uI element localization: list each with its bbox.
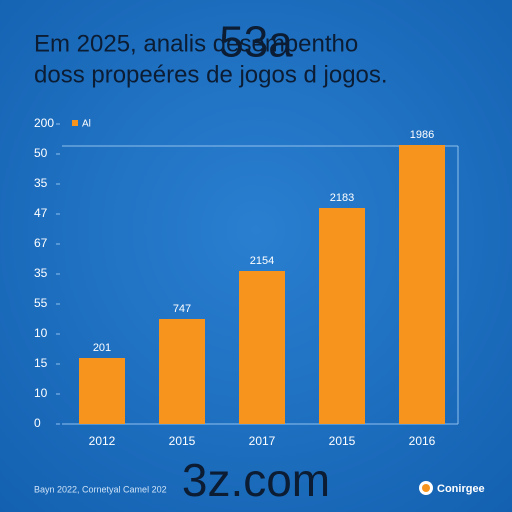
y-tick-label: 50 [34,146,48,160]
legend-swatch [72,120,78,126]
footer-right: Conirgee [437,483,485,495]
bar-text: 747 [173,303,191,315]
bar [159,319,205,424]
footer-left: Bayn 2022, Cornetyal Camel 202 [34,484,167,494]
legend-label: Al [82,119,91,130]
watermark: 3z.com [182,454,330,506]
bar [399,145,445,424]
y-tick-label: 47 [34,206,48,220]
y-tick-label: 10 [34,326,48,340]
y-tick-label: 15 [34,356,48,370]
overlay-text: 53a [219,18,293,67]
title-line: doss propeéres de jogos d jogos. [34,61,388,88]
bar [79,358,125,424]
x-tick-label: 2017 [249,434,276,448]
y-tick-label: 35 [34,176,48,190]
x-tick-label: 2015 [169,434,196,448]
x-tick-label: 2012 [89,434,116,448]
x-tick-label: 2016 [409,434,436,448]
y-tick-label: 200 [34,116,54,130]
bar [239,271,285,424]
y-tick-label: 0 [34,416,41,430]
bar [319,208,365,424]
y-tick-label: 67 [34,236,48,250]
y-tick-label: 10 [34,386,48,400]
y-tick-label: 55 [34,296,48,310]
bar-text: 2154 [250,255,274,267]
x-tick-label: 2015 [329,434,356,448]
bar-text: 2183 [330,192,354,204]
bar-text: 201 [93,342,111,354]
logo [422,484,430,492]
y-tick-label: 35 [34,266,48,280]
title-line: Em 2025, analis desempentho [34,30,358,57]
bar-text: 1986 [410,129,434,141]
